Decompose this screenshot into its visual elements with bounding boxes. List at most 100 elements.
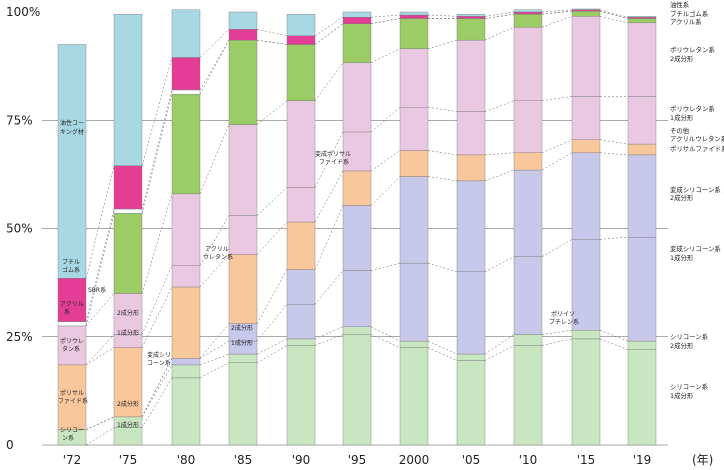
connector-line xyxy=(199,362,230,379)
connector-line xyxy=(427,107,458,112)
connector-line xyxy=(314,16,344,37)
connector-line xyxy=(370,262,401,271)
bar-segment xyxy=(228,11,258,30)
connector-line xyxy=(427,262,458,273)
y-tick-label: 0 xyxy=(6,438,14,452)
connector-line xyxy=(541,139,573,153)
bar-segment xyxy=(228,353,258,363)
bar-segment xyxy=(342,23,372,63)
x-tick-label: '19 xyxy=(633,453,652,467)
bar-segment xyxy=(456,154,486,182)
connector-line xyxy=(256,187,288,216)
segment-label: シリコー xyxy=(60,427,84,434)
connector-line xyxy=(314,270,344,305)
x-tick-label: '85 xyxy=(234,453,253,467)
bar-segment xyxy=(286,100,316,188)
connector-line xyxy=(314,334,344,346)
connector-line xyxy=(314,170,344,223)
bar-segment xyxy=(399,18,429,50)
segment-label: ポリサル xyxy=(60,389,84,397)
connector-line xyxy=(541,152,573,171)
bar-segment xyxy=(228,215,258,255)
legend: 油性系ブチルゴム系アクリル系ポリウレタン系2成分形ポリウレタン系1成分形その他ア… xyxy=(670,0,724,400)
x-tick-label: '10 xyxy=(519,453,538,467)
bar-segment xyxy=(399,14,429,19)
connector-line xyxy=(427,347,458,361)
connector-line xyxy=(484,11,515,17)
y-axis: 0 25% 50% 75% 100% xyxy=(6,5,40,452)
bar-segment xyxy=(228,124,258,216)
connector-line xyxy=(314,62,344,101)
connector-line xyxy=(541,16,573,28)
bar-segment xyxy=(399,107,429,151)
bar-segment xyxy=(342,205,372,271)
bar-segment xyxy=(171,377,201,446)
connector-line xyxy=(199,29,230,58)
connector-line xyxy=(427,39,458,50)
bar-segment xyxy=(57,44,87,279)
connector-line xyxy=(141,286,173,348)
bar-segment xyxy=(456,180,486,272)
bar-segment xyxy=(171,358,201,366)
connector-line xyxy=(427,14,458,17)
bar-segment xyxy=(171,9,201,58)
segment-label: 変成シリ xyxy=(147,351,171,359)
connector-line xyxy=(541,330,573,335)
legend-label: 変成シリコーン系 xyxy=(670,185,721,194)
legend-label: 1成分形 xyxy=(670,391,694,400)
connector-line xyxy=(199,353,230,366)
bar-segment xyxy=(571,96,601,140)
bar-segment xyxy=(571,8,601,11)
segment-label: ポリイソ xyxy=(551,310,575,318)
segment-label: 2成分形 xyxy=(117,400,139,408)
legend-label: 2成分形 xyxy=(670,341,694,350)
connector-line xyxy=(427,150,458,156)
bar-segment xyxy=(627,22,657,97)
bar-segment xyxy=(627,16,657,18)
segment-label: 2成分形 xyxy=(231,324,253,332)
bar-segment xyxy=(571,330,601,340)
connector-line xyxy=(484,169,515,182)
connector-line xyxy=(85,347,115,366)
connector-line xyxy=(370,176,401,206)
connector-line xyxy=(484,100,515,112)
bar-segment xyxy=(627,236,657,342)
connector-line xyxy=(85,427,115,446)
bar-segment xyxy=(456,111,486,156)
connector-line xyxy=(256,345,288,363)
bar-segment xyxy=(342,270,372,327)
bar-segment xyxy=(342,170,372,206)
connector-line xyxy=(370,14,401,18)
connector-line xyxy=(256,29,288,37)
bar-segment xyxy=(113,165,143,210)
segment-label: 1成分形 xyxy=(117,421,139,429)
bar-segment xyxy=(286,345,316,446)
bar-segment xyxy=(399,262,429,342)
segment-label: ブチレン系 xyxy=(549,318,579,326)
bar-segment xyxy=(571,10,601,17)
bar-segment xyxy=(286,35,316,45)
segment-label: SBR系 xyxy=(88,286,106,294)
connector-line xyxy=(541,10,573,15)
x-tick-label: '80 xyxy=(177,453,196,467)
bar-segment xyxy=(513,26,543,101)
bar-segment xyxy=(286,13,316,37)
bar-segment xyxy=(113,347,143,418)
segment-label: ウレタン系 xyxy=(203,253,233,261)
y-tick-label: 25% xyxy=(6,330,33,344)
bar-segment xyxy=(456,353,486,361)
bar-segment xyxy=(513,9,543,13)
bar-segment xyxy=(513,11,543,15)
connector-line xyxy=(256,39,288,45)
connector-line xyxy=(141,193,173,294)
bar-segment xyxy=(171,94,201,195)
connector-line xyxy=(141,377,173,428)
connector-line xyxy=(199,40,230,91)
connector-line xyxy=(599,139,629,145)
bar-segment xyxy=(571,139,601,153)
connector-line xyxy=(484,26,515,41)
segment-label: コーン系 xyxy=(147,359,171,367)
x-tick-label: 2000 xyxy=(399,453,430,467)
y-tick-label: 50% xyxy=(6,222,33,236)
